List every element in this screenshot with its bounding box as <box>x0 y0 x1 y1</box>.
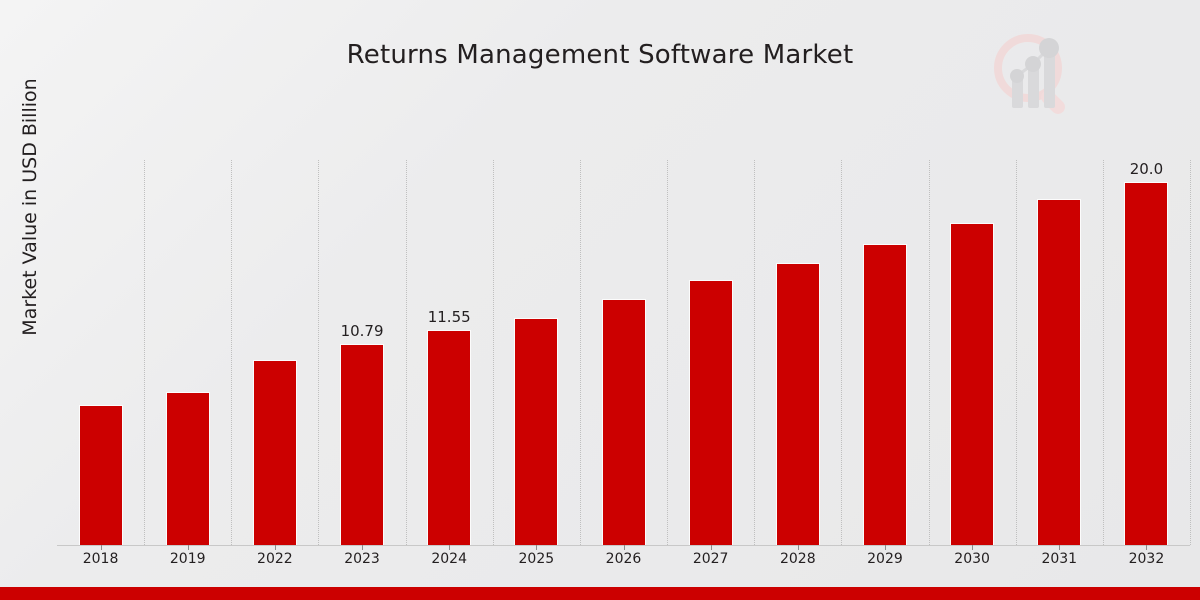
x-tick-mark-2022 <box>274 545 276 550</box>
x-tick-mark-2023 <box>362 545 364 550</box>
x-tick-mark-2024 <box>449 545 451 550</box>
x-tick-label-2031: 2031 <box>1041 551 1078 567</box>
bar-2018[interactable] <box>79 406 122 545</box>
bar-2025[interactable] <box>515 318 558 545</box>
bar-group-2032[interactable]: 20.0 <box>1125 160 1168 545</box>
x-tick-mark-2025 <box>536 545 538 550</box>
bar-group-2026[interactable] <box>602 160 645 545</box>
gridline <box>1102 160 1104 545</box>
gridline <box>754 160 756 545</box>
gridline <box>579 160 581 545</box>
x-tick-label-2032: 2032 <box>1128 551 1165 567</box>
gridline <box>318 160 320 545</box>
bar-value-label-2024: 11.55 <box>427 308 471 327</box>
x-tick-label-2025: 2025 <box>518 551 555 567</box>
bar-group-2028[interactable] <box>776 160 819 545</box>
x-tick-label-2030: 2030 <box>954 551 990 567</box>
chart-title: Returns Management Software Market <box>346 40 854 70</box>
bar-2031[interactable] <box>1038 199 1081 545</box>
gridline <box>841 160 843 545</box>
bar-group-2024[interactable]: 11.55 <box>427 160 471 545</box>
x-tick-label-2022: 2022 <box>257 551 293 567</box>
bar-2024[interactable] <box>428 331 471 545</box>
x-tick-label-2028: 2028 <box>779 551 816 567</box>
x-tick-label-2026: 2026 <box>605 551 642 567</box>
bar-group-2019[interactable] <box>166 160 209 545</box>
gridline <box>144 160 146 545</box>
bar-value-label-2032: 20.0 <box>1129 160 1164 178</box>
bar-2023[interactable] <box>341 345 384 545</box>
gridline <box>1190 160 1191 545</box>
gridline <box>667 160 669 545</box>
gridline <box>231 160 233 545</box>
bar-group-2030[interactable] <box>951 160 994 545</box>
x-tick-label-2027: 2027 <box>692 551 729 567</box>
market-research-magnifier-bars-logo <box>980 22 1084 126</box>
gridline <box>928 160 930 545</box>
x-tick-label-2024: 2024 <box>431 551 468 567</box>
x-tick-mark-2031 <box>1059 545 1061 550</box>
x-tick-mark-2028 <box>797 545 799 550</box>
bar-group-2025[interactable] <box>515 160 558 545</box>
bar-group-2018[interactable] <box>79 160 122 545</box>
x-tick-mark-2030 <box>972 545 974 550</box>
x-tick-mark-2026 <box>623 545 625 550</box>
x-tick-mark-2019 <box>187 545 189 550</box>
bar-2029[interactable] <box>863 245 906 545</box>
x-tick-label-2029: 2029 <box>867 551 903 567</box>
x-tick-label-2019: 2019 <box>169 551 206 567</box>
gridline <box>1015 160 1017 545</box>
plot-area: 10.79 11.55 20.0 <box>57 160 1191 545</box>
y-axis-title: Market Value in USD Billion <box>19 78 41 336</box>
x-tick-mark-2018 <box>100 545 102 550</box>
bar-2026[interactable] <box>602 299 645 545</box>
x-tick-mark-2032 <box>1146 545 1148 550</box>
gridline <box>405 160 407 545</box>
x-tick-mark-2027 <box>710 545 712 550</box>
x-tick-label-2018: 2018 <box>82 551 119 567</box>
bar-value-label-2023: 10.79 <box>340 322 384 341</box>
x-tick-mark-2029 <box>884 545 886 550</box>
bar-group-2029[interactable] <box>863 160 906 545</box>
bar-2022[interactable] <box>253 360 296 545</box>
bar-2032[interactable] <box>1125 183 1168 545</box>
footer-accent-bar <box>0 587 1200 600</box>
bar-group-2027[interactable] <box>689 160 732 545</box>
bar-2030[interactable] <box>951 224 994 545</box>
bar-group-2022[interactable] <box>253 160 296 545</box>
bar-group-2031[interactable] <box>1038 160 1081 545</box>
bar-2027[interactable] <box>689 281 732 545</box>
bar-group-2023[interactable]: 10.79 <box>340 160 384 545</box>
bar-2028[interactable] <box>776 264 819 545</box>
gridline <box>492 160 494 545</box>
x-tick-label-2023: 2023 <box>344 551 380 567</box>
bar-2019[interactable] <box>166 393 209 545</box>
